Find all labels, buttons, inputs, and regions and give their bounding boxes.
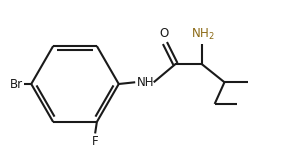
Text: F: F xyxy=(92,135,98,148)
Text: NH: NH xyxy=(137,76,154,89)
Text: NH$_2$: NH$_2$ xyxy=(191,26,215,42)
Text: Br: Br xyxy=(10,77,23,91)
Text: O: O xyxy=(159,27,169,40)
